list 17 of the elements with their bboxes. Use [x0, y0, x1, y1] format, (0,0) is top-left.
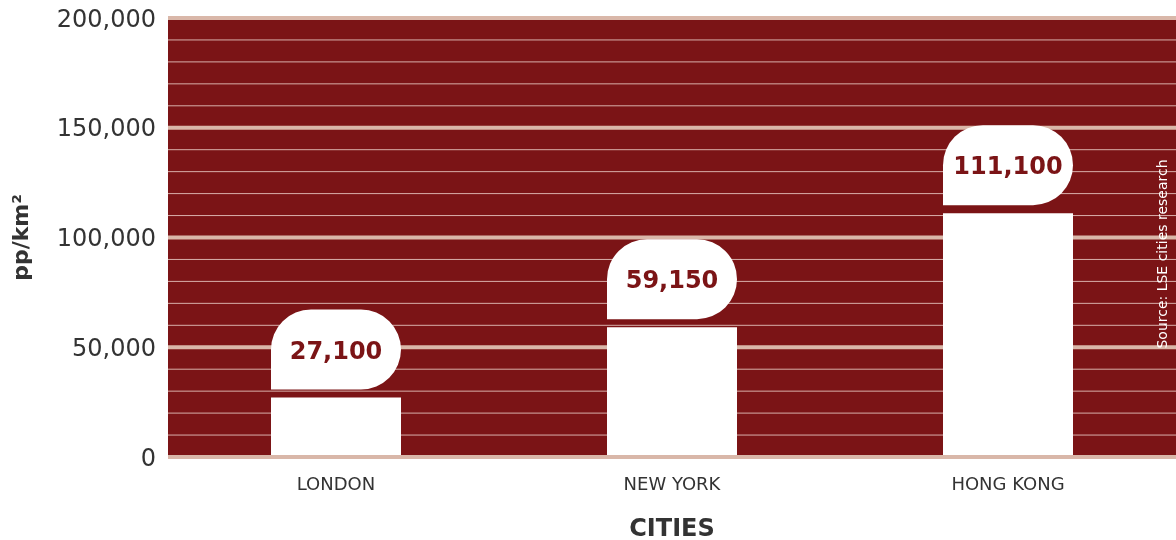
y-tick-label: 200,000: [56, 4, 156, 33]
x-axis-title: CITIES: [629, 514, 715, 540]
data-label: 59,150: [625, 266, 719, 295]
bar: [607, 327, 737, 457]
bar: [943, 213, 1073, 457]
y-tick-label: 100,000: [56, 224, 156, 253]
annotation: Source: LSE cities research: [1154, 159, 1170, 349]
y-axis-title: pp/km²: [8, 194, 33, 281]
data-label: 27,100: [289, 336, 383, 365]
y-tick-label: 0: [140, 443, 156, 472]
x-tick-label: HONG KONG: [951, 472, 1065, 494]
y-tick-label: 50,000: [72, 333, 156, 362]
bar: [271, 397, 401, 457]
x-tick-label: NEW YORK: [623, 472, 722, 494]
x-tick-label: LONDON: [296, 472, 376, 494]
data-label: 111,100: [953, 152, 1063, 181]
y-tick-label: 150,000: [56, 114, 156, 143]
